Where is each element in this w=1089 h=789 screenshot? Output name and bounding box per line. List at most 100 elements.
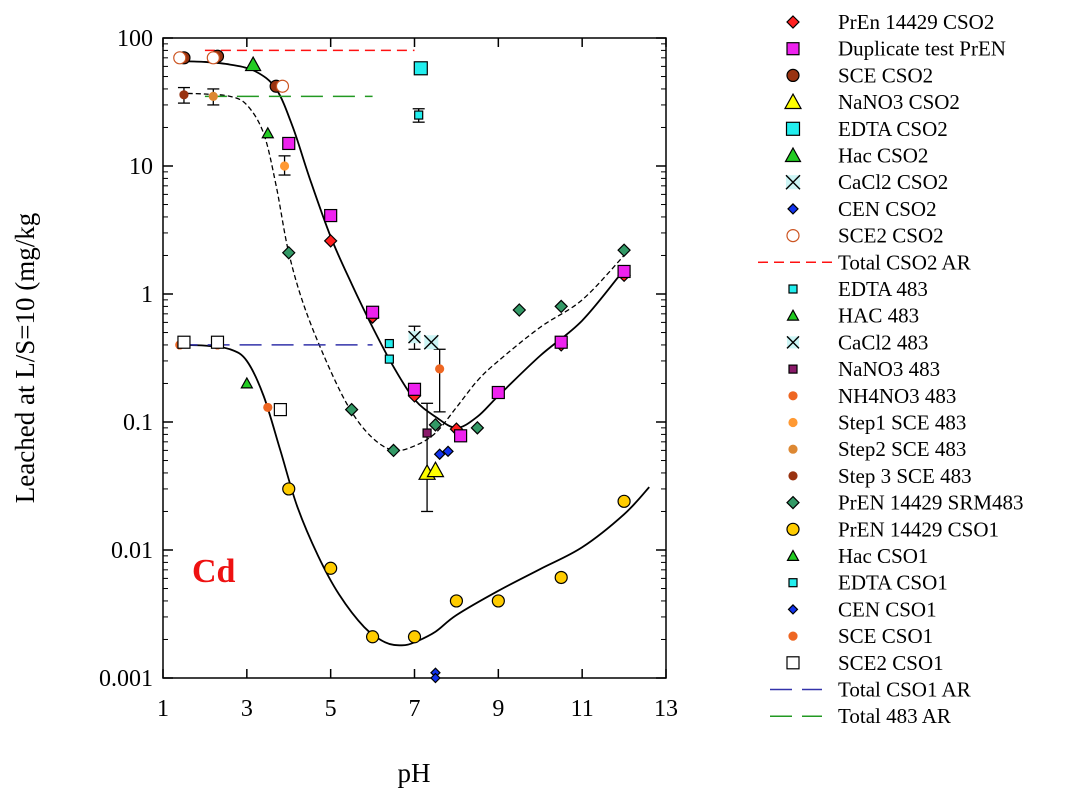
data-point bbox=[433, 448, 446, 461]
data-point bbox=[435, 364, 445, 374]
y-axis-title: Leached at L/S=10 (mg/kg bbox=[10, 213, 40, 503]
legend-marker bbox=[788, 631, 798, 641]
legend-label: HAC 483 bbox=[838, 304, 919, 328]
legend-label: CEN CSO2 bbox=[838, 197, 937, 221]
data-point bbox=[263, 402, 273, 413]
legend-label: SCE2 CSO2 bbox=[838, 224, 944, 248]
data-point bbox=[173, 51, 187, 65]
data-point bbox=[454, 429, 468, 443]
data-point bbox=[617, 494, 631, 508]
legend-marker bbox=[787, 203, 799, 215]
legend-marker bbox=[786, 42, 800, 56]
legend-label: PrEn 14429 CSO2 bbox=[838, 10, 994, 34]
data-point bbox=[449, 594, 464, 608]
data-point bbox=[324, 561, 338, 575]
x-tick-label: 11 bbox=[571, 696, 594, 722]
legend-label: NH4NO3 483 bbox=[838, 384, 956, 408]
legend-marker bbox=[788, 471, 798, 481]
legend-label: EDTA 483 bbox=[838, 277, 928, 301]
data-point bbox=[386, 443, 401, 458]
legend-marker bbox=[785, 174, 801, 190]
data-point bbox=[208, 91, 218, 101]
data-point bbox=[491, 385, 505, 400]
data-point bbox=[428, 418, 443, 432]
data-point bbox=[407, 382, 422, 396]
data-point bbox=[554, 570, 568, 585]
legend-marker bbox=[786, 522, 800, 536]
data-point bbox=[407, 630, 422, 644]
fit-curve bbox=[179, 92, 625, 452]
legend-label: CEN CSO1 bbox=[838, 597, 937, 621]
data-point bbox=[206, 51, 220, 65]
plot-frame bbox=[162, 37, 667, 679]
legend-label: CaCl2 483 bbox=[838, 330, 928, 354]
legend-label: NaNO3 483 bbox=[838, 357, 940, 381]
legend-marker bbox=[788, 391, 798, 401]
y-tick-label: 10 bbox=[129, 154, 153, 180]
data-point bbox=[282, 482, 296, 496]
legend-label: Total CSO2 AR bbox=[838, 250, 971, 274]
data-point bbox=[323, 234, 338, 248]
y-tick-label: 100 bbox=[117, 26, 153, 52]
x-marker-stroke bbox=[786, 335, 800, 349]
x-marker-stroke bbox=[423, 334, 439, 350]
legend-label: Duplicate test PrEN bbox=[838, 37, 1006, 61]
data-point bbox=[273, 402, 287, 417]
element-label: Cd bbox=[192, 553, 236, 590]
y-tick-label: 0.001 bbox=[99, 666, 153, 692]
legend-marker bbox=[786, 549, 800, 562]
legend-marker bbox=[786, 656, 800, 670]
legend-label: EDTA CSO1 bbox=[838, 571, 948, 595]
data-point bbox=[344, 402, 359, 417]
data-point bbox=[279, 161, 290, 171]
legend-label: Total CSO1 AR bbox=[838, 678, 971, 702]
data-point bbox=[281, 245, 296, 260]
x-marker-stroke bbox=[785, 174, 801, 190]
x-tick-label: 1 bbox=[157, 696, 169, 722]
data-point bbox=[365, 305, 380, 319]
x-axis-title: pH bbox=[398, 758, 431, 788]
legend-marker bbox=[788, 578, 798, 588]
legend-label: SCE CSO2 bbox=[838, 63, 933, 87]
legend-label: Hac CSO2 bbox=[838, 144, 928, 168]
data-point bbox=[422, 428, 432, 438]
legend-label: EDTA CSO2 bbox=[838, 117, 948, 141]
legend-label: Step 3 SCE 483 bbox=[838, 464, 972, 488]
legend-label: Step1 SCE 483 bbox=[838, 411, 966, 435]
x-tick-label: 13 bbox=[654, 696, 678, 722]
legend-marker bbox=[786, 495, 800, 510]
data-point bbox=[554, 299, 569, 314]
legend-marker bbox=[785, 121, 801, 136]
data-point bbox=[384, 354, 394, 364]
data-point bbox=[365, 630, 380, 644]
legend-label: SCE2 CSO1 bbox=[838, 651, 944, 675]
data-point bbox=[442, 445, 454, 458]
legend-label: Total 483 AR bbox=[838, 704, 951, 728]
data-point bbox=[414, 110, 424, 120]
y-tick-label: 0.1 bbox=[123, 410, 153, 436]
data-point bbox=[554, 335, 568, 349]
legend-marker bbox=[787, 604, 799, 615]
legend-marker bbox=[788, 444, 798, 454]
data-point bbox=[617, 243, 631, 258]
data-point bbox=[240, 376, 254, 389]
legend-marker bbox=[788, 284, 798, 294]
legend-marker bbox=[786, 68, 800, 83]
data-point bbox=[512, 303, 527, 317]
x-tick-label: 7 bbox=[409, 696, 421, 722]
data-point bbox=[282, 136, 296, 151]
x-tick-label: 3 bbox=[241, 696, 253, 722]
data-point bbox=[408, 330, 421, 344]
x-tick-label: 9 bbox=[492, 696, 504, 722]
data-point bbox=[244, 55, 262, 72]
legend-marker bbox=[786, 15, 800, 29]
legend-label: Step2 SCE 483 bbox=[838, 437, 966, 461]
data-point bbox=[384, 338, 394, 349]
data-point bbox=[423, 334, 439, 350]
legend-label: CaCl2 CSO2 bbox=[838, 170, 948, 194]
data-point bbox=[413, 61, 428, 76]
data-point bbox=[324, 208, 338, 223]
